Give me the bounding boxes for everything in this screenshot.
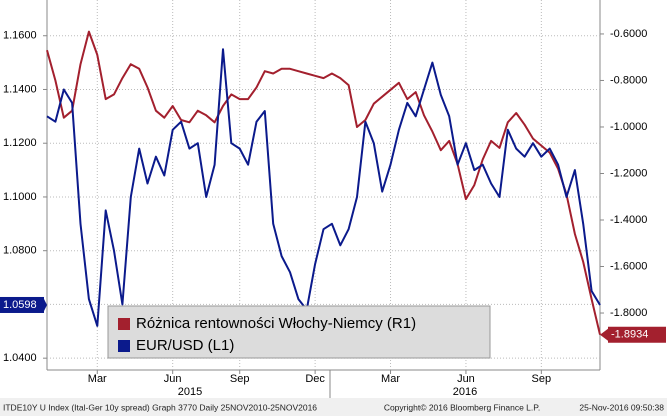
last-value-box (608, 326, 666, 343)
x-tick-label: Sep (230, 373, 250, 385)
x-tick-label: Mar (88, 373, 107, 385)
y2-tick-label: -1.8000 (610, 307, 647, 319)
footer-left: ITDE10Y U Index (Ital-Ger 10y spread) Gr… (3, 402, 317, 412)
footer-right: 25-Nov-2016 09:50:38 (579, 402, 664, 412)
y2-tick-label: -1.4000 (610, 214, 647, 226)
x-tick-label: Jun (164, 373, 182, 385)
y-tick-label: 1.0400 (3, 352, 37, 364)
y-tick-label: 1.1400 (3, 83, 37, 95)
y-tick-label: 1.1000 (3, 191, 37, 203)
legend-swatch (118, 340, 130, 352)
x-tick-label: Sep (532, 373, 552, 385)
last-value-pointer (44, 298, 47, 311)
y2-tick-label: -1.6000 (610, 260, 647, 272)
year-label: 2015 (178, 386, 202, 398)
year-label: 2016 (453, 386, 477, 398)
legend: Różnica rentowności Włochy-Niemcy (R1) EU… (107, 305, 491, 359)
footer-center: Copyright© 2016 Bloomberg Finance L.P. (384, 402, 540, 412)
y-tick-label: 1.0800 (3, 245, 37, 257)
x-tick-label: Jun (457, 373, 475, 385)
last-value-label: 1.0598 (3, 299, 37, 311)
legend-swatch (118, 318, 130, 330)
last-value-pointer (600, 328, 608, 341)
y2-tick-label: -1.0000 (610, 121, 647, 133)
y-tick-label: 1.1200 (3, 137, 37, 149)
footer-bar (0, 398, 667, 416)
x-tick-label: Mar (381, 373, 400, 385)
y2-tick-label: -0.8000 (610, 74, 647, 86)
legend-label: EUR/USD (L1) (136, 337, 234, 354)
last-value-label: -1.8934 (611, 329, 648, 341)
x-tick-label: Dec (305, 373, 325, 385)
legend-label: Różnica rentowności Włochy-Niemcy (R1) (136, 315, 416, 332)
y-tick-label: 1.1600 (3, 30, 37, 42)
last-value-box (0, 296, 44, 313)
y2-tick-label: -0.6000 (610, 28, 647, 40)
series-line (46, 48, 601, 327)
y2-tick-label: -1.2000 (610, 167, 647, 179)
series-line (46, 30, 601, 335)
legend-box (107, 305, 491, 359)
